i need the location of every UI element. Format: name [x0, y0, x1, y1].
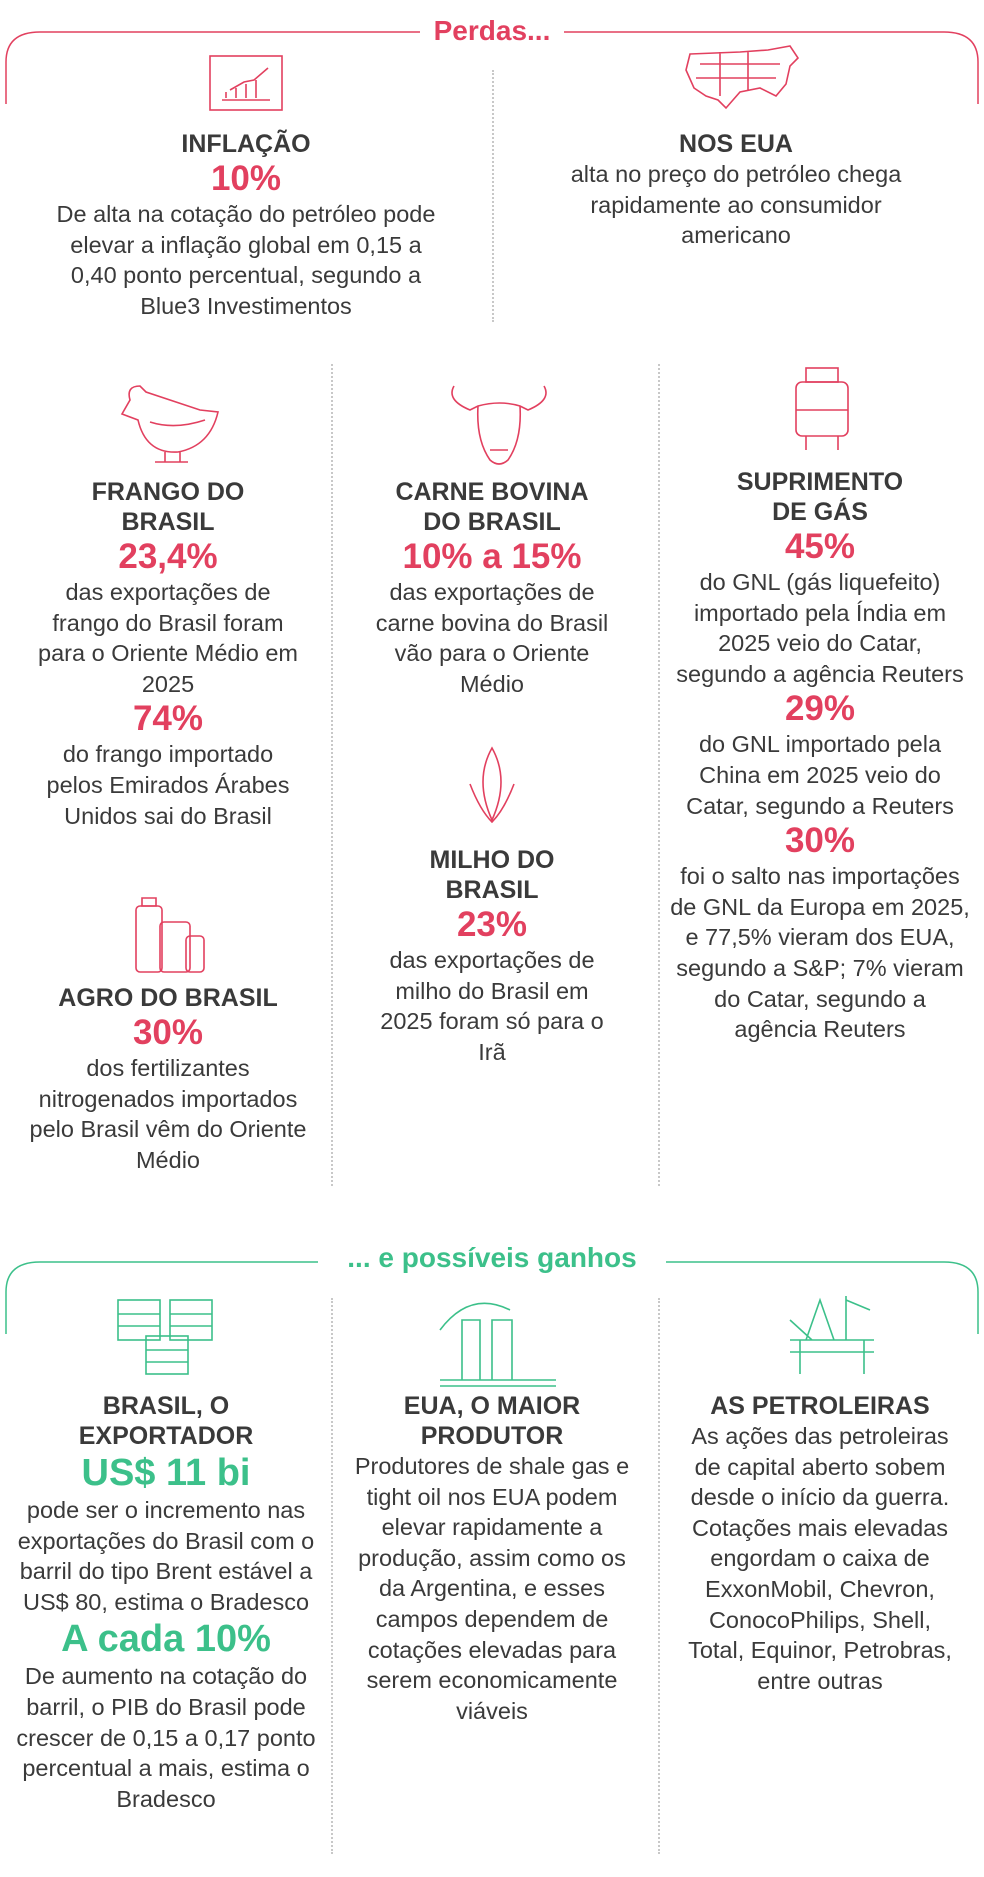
block-heading: CARNE BOVINA DO BRASIL — [395, 478, 589, 536]
info-block: MILHO DO BRASIL 23% das exportações de mil… — [379, 845, 605, 1067]
highlight-value: 30% — [784, 821, 856, 861]
info-block: AGRO DO BRASIL 30% dos fertilizantes nitro… — [23, 983, 313, 1175]
block-text: dos fertilizantes nitrogenados importado… — [29, 1055, 307, 1173]
divider — [658, 364, 660, 1186]
block-heading: MILHO DO BRASIL — [429, 846, 555, 904]
highlight-value: 45% — [784, 527, 856, 566]
info-block: FRANGO DO BRASIL 23,4% das exportações de … — [37, 477, 299, 831]
block-text: De alta na cotação do petróleo pode elev… — [56, 201, 436, 319]
section-title: Perdas... — [425, 14, 559, 48]
block-heading: BRASIL, O EXPORTADOR — [78, 1392, 254, 1450]
block-heading: AS PETROLEIRAS — [710, 1392, 930, 1420]
highlight-value: 30% — [132, 1013, 204, 1052]
block-text: do frango importado pelos Emirados Árabe… — [46, 741, 290, 829]
block-heading: NOS EUA — [679, 130, 793, 158]
highlight-value: US$ 11 bi — [81, 1452, 251, 1494]
block-text: De aumento na cotação do barril, o PIB d… — [16, 1663, 316, 1812]
divider — [331, 364, 333, 1186]
block-text: das exportações de milho do Brasil em 20… — [380, 947, 604, 1065]
section-title: ... e possíveis ganhos — [339, 1241, 645, 1275]
info-block: CARNE BOVINA DO BRASIL 10% a 15% das expor… — [372, 477, 612, 699]
divider — [658, 1298, 660, 1854]
block-heading: FRANGO DO BRASIL — [91, 478, 245, 536]
highlight-value: 74% — [132, 699, 204, 739]
highlight-value: 10% a 15% — [402, 537, 582, 576]
block-text: do GNL importado pela China em 2025 veio… — [686, 731, 954, 819]
highlight-value: 23% — [456, 905, 528, 944]
block-text: do GNL (gás liquefeito) importado pela Í… — [676, 569, 964, 687]
highlight-value: 10% — [210, 159, 282, 198]
info-block: NOS EUA alta no preço do petróleo chega r… — [556, 129, 916, 251]
divider — [331, 1298, 333, 1854]
block-heading: AGRO DO BRASIL — [58, 984, 278, 1012]
block-text: pode ser o incremento nas exportações do… — [17, 1497, 315, 1615]
info-block: BRASIL, O EXPORTADOR US$ 11 bi pode ser o … — [10, 1391, 322, 1814]
info-block: INFLAÇÃO 10% De alta na cotação do petróle… — [51, 129, 441, 321]
divider — [492, 70, 494, 322]
block-heading: EUA, O MAIOR PRODUTOR — [403, 1392, 581, 1450]
block-text: foi o salto nas importações de GNL da Eu… — [670, 863, 970, 1043]
block-heading: INFLAÇÃO — [181, 130, 311, 158]
info-block: AS PETROLEIRAS As ações das petroleiras d… — [679, 1391, 961, 1696]
highlight-value: A cada 10% — [61, 1618, 271, 1661]
block-text: alta no preço do petróleo chega rapidame… — [570, 161, 902, 249]
info-block: SUPRIMENTO DE GÁS 45% do GNL (gás liquefei… — [670, 467, 970, 1045]
block-text: das exportações de frango do Brasil fora… — [38, 579, 298, 697]
block-text: Produtores de shale gas e tight oil nos … — [354, 1453, 630, 1724]
block-heading: SUPRIMENTO DE GÁS — [736, 468, 904, 526]
highlight-value: 29% — [784, 689, 856, 729]
block-text: das exportações de carne bovina do Brasi… — [375, 579, 609, 697]
highlight-value: 23,4% — [118, 537, 218, 576]
info-block: EUA, O MAIOR PRODUTOR Produtores de shale… — [346, 1391, 638, 1726]
block-text: As ações das petroleiras de capital aber… — [688, 1423, 952, 1694]
